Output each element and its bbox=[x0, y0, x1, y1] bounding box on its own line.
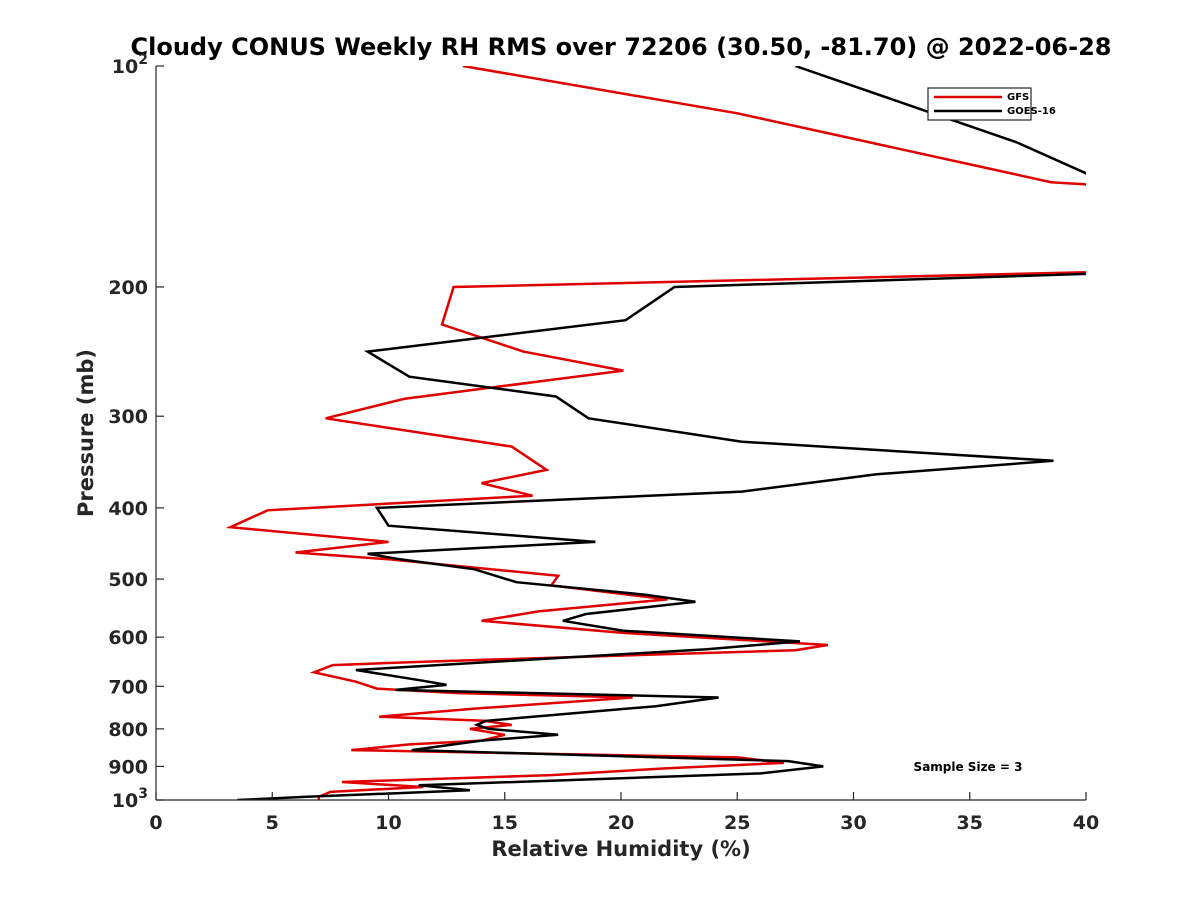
y-tick-label: 200 bbox=[108, 277, 148, 299]
x-tick-label: 35 bbox=[957, 812, 983, 834]
y-axis-label: Pressure (mb) bbox=[74, 349, 98, 517]
y-tick-label: 700 bbox=[108, 676, 148, 698]
x-tick-label: 20 bbox=[608, 812, 634, 834]
legend: GFS GOES-16 bbox=[927, 87, 1056, 121]
x-tick-label: 15 bbox=[492, 812, 518, 834]
y-axis-ticks: 103 900 800 700 600 500 400 300 200 102 bbox=[108, 52, 164, 812]
x-tick-label: 5 bbox=[266, 812, 279, 834]
x-tick-label: 40 bbox=[1073, 812, 1099, 834]
sample-size-annotation: Sample Size = 3 bbox=[914, 760, 1023, 774]
x-tick-label: 0 bbox=[149, 812, 162, 834]
y-tick-label: 600 bbox=[108, 627, 148, 649]
x-axis-ticks: 0 5 10 15 20 25 30 35 40 bbox=[149, 792, 1099, 834]
series-line-goes-16 bbox=[237, 66, 1086, 800]
x-tick-label: 10 bbox=[375, 812, 401, 834]
x-tick-label: 30 bbox=[840, 812, 866, 834]
series-layer bbox=[225, 66, 1086, 800]
y-tick-label: 300 bbox=[108, 406, 148, 428]
y-tick-label: 900 bbox=[108, 756, 148, 778]
y-tick-label: 400 bbox=[108, 498, 148, 520]
legend-label-gfs: GFS bbox=[1007, 92, 1029, 103]
legend-label-goes-16: GOES-16 bbox=[1007, 106, 1056, 117]
x-axis-label: Relative Humidity (%) bbox=[491, 837, 750, 861]
y-tick-label: 500 bbox=[108, 569, 148, 591]
y-tick-label: 102 bbox=[112, 52, 148, 78]
y-tick-label: 800 bbox=[108, 719, 148, 741]
chart-title: Cloudy CONUS Weekly RH RMS over 72206 (3… bbox=[131, 33, 1112, 61]
legend-box bbox=[927, 87, 1032, 121]
x-tick-label: 25 bbox=[724, 812, 750, 834]
y-tick-label: 103 bbox=[112, 786, 148, 812]
